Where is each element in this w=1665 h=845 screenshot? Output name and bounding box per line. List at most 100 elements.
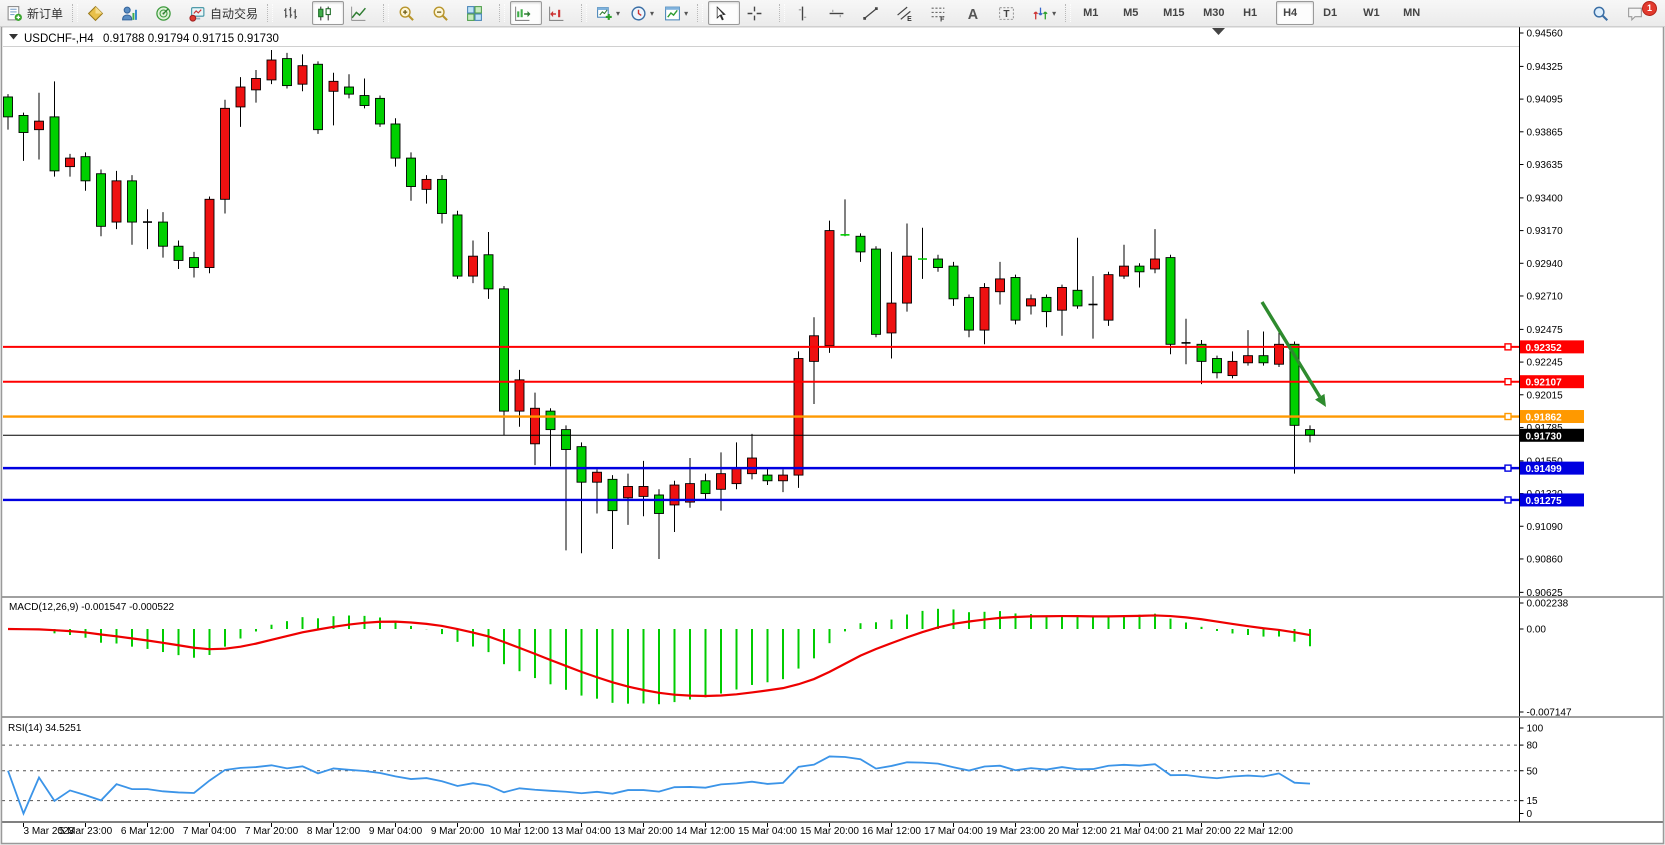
market-button[interactable] [83, 1, 115, 25]
new-chart-button[interactable]: ▾ [592, 1, 624, 25]
timeframe-m5[interactable]: M5 [1123, 7, 1139, 19]
timeframe-m30[interactable]: M30 [1203, 7, 1225, 19]
timeframe-mn[interactable]: MN [1403, 7, 1421, 19]
date-axis-label: 5 Mar 23:00 [59, 826, 113, 837]
cursor-button[interactable] [708, 1, 741, 25]
arrows-button[interactable]: ▾ [1028, 1, 1060, 25]
date-axis-label: 15 Mar 20:00 [800, 826, 859, 837]
gold-diamond-icon [87, 5, 104, 21]
price-tag: 0.92352 [1526, 343, 1563, 354]
toolbar-separator [779, 4, 786, 22]
text-label-button[interactable]: T [994, 1, 1026, 25]
new-order-button[interactable]: 新订单 [2, 1, 67, 25]
line-chart-button[interactable] [346, 1, 378, 25]
toolbar-separator [267, 4, 274, 22]
price-axis-label: 0.93400 [1527, 193, 1564, 204]
rsi-axis-label: 50 [1527, 766, 1539, 777]
new-order-form-icon [7, 5, 22, 21]
chart-shift-marker[interactable] [1212, 28, 1225, 35]
horizontal-line-button[interactable] [824, 1, 856, 25]
timeframe-m1[interactable]: M1 [1083, 7, 1099, 19]
template-icon [665, 6, 680, 20]
chart-symbol-title: USDCHF-,H4 [24, 33, 94, 45]
timeframe-d1[interactable]: D1 [1323, 7, 1338, 19]
text-label-icon: T [999, 6, 1015, 20]
date-axis-label: 8 Mar 12:00 [307, 826, 361, 837]
svg-text:A: A [968, 6, 978, 21]
templates-button[interactable]: ▾ [660, 1, 692, 25]
signals-button[interactable] [117, 1, 149, 25]
svg-text:F: F [940, 16, 944, 22]
dropdown-caret-icon[interactable]: ▾ [1052, 8, 1057, 18]
bars-chart-icon [284, 6, 297, 19]
toolbar-separator [581, 4, 588, 22]
date-axis-label: 13 Mar 20:00 [614, 826, 673, 837]
chart-ohlc-values: 0.91788 0.91794 0.91715 0.91730 [103, 33, 279, 45]
price-tag: 0.91499 [1526, 464, 1563, 475]
price-axis-label: 0.92710 [1527, 291, 1564, 302]
timeframe-h1[interactable]: H1 [1243, 7, 1258, 19]
crosshair-button[interactable] [742, 1, 774, 25]
periods-button[interactable]: ▾ [626, 1, 658, 25]
search-button[interactable] [1588, 1, 1620, 25]
price-tag: 0.91275 [1526, 496, 1563, 507]
signals-person-icon [122, 6, 137, 20]
date-axis-label: 9 Mar 04:00 [369, 826, 423, 837]
rsi-pane-series [7, 755, 1311, 816]
text-button[interactable]: A [960, 1, 992, 25]
fibonacci-button[interactable]: F [926, 1, 958, 25]
channel-button[interactable]: E [892, 1, 924, 25]
date-axis-label: 10 Mar 12:00 [490, 826, 549, 837]
text-icon: A [968, 6, 978, 21]
timeframe-m15[interactable]: M15 [1163, 7, 1185, 19]
macd-indicator-label: MACD(12,26,9) -0.001547 -0.000522 [9, 602, 175, 613]
zoom-in-button[interactable] [394, 1, 426, 25]
zoom-out-icon [433, 6, 448, 21]
price-axis-label: 0.93170 [1527, 226, 1564, 237]
price-axis-label: 0.90625 [1527, 588, 1564, 599]
horizontal-level-line[interactable]: 0.91499 [3, 461, 1584, 476]
macd-axis-label: 0.00 [1527, 625, 1547, 636]
trendline-button[interactable] [858, 1, 890, 25]
auto-trading-button[interactable]: 自动交易 [185, 1, 262, 25]
candle-chart-button[interactable] [312, 1, 345, 25]
auto-scroll-icon [515, 6, 531, 21]
date-axis-label: 20 Mar 12:00 [1048, 826, 1107, 837]
annotation-arrow[interactable] [1260, 301, 1326, 407]
chart-shift-button[interactable] [544, 1, 576, 25]
toolbar-separator [499, 4, 506, 22]
news-radar-button[interactable] [151, 1, 183, 25]
new-order-button-label: 新订单 [27, 6, 64, 21]
tile-windows-button[interactable] [462, 1, 494, 25]
date-axis-label: 14 Mar 12:00 [676, 826, 735, 837]
bar-chart-button[interactable] [278, 1, 310, 25]
date-axis-label: 21 Mar 04:00 [1110, 826, 1169, 837]
date-axis-label: 3 Mar 2023 [24, 826, 75, 837]
chat-bubble-icon [1628, 7, 1642, 21]
horizontal-level-line[interactable]: 0.92352 [3, 340, 1584, 354]
toolbar-separator [72, 4, 79, 22]
vertical-line-button[interactable] [790, 1, 822, 25]
timeframe-w1[interactable]: W1 [1363, 7, 1380, 19]
crosshair-icon [747, 6, 762, 20]
horizontal-level-line[interactable]: 0.91862 [3, 410, 1584, 424]
dropdown-caret-icon[interactable]: ▾ [650, 8, 655, 18]
current-price-line[interactable]: 0.91730 [3, 428, 1584, 443]
auto-scroll-button[interactable] [510, 1, 543, 25]
price-axis-label: 0.93865 [1527, 127, 1564, 138]
toolbar-separator [383, 4, 390, 22]
date-axis-label: 17 Mar 04:00 [924, 826, 983, 837]
price-axis-label: 0.91090 [1527, 522, 1564, 533]
zoom-out-button[interactable] [428, 1, 460, 25]
horizontal-level-line[interactable]: 0.91275 [3, 493, 1584, 507]
symbol-dropdown-icon[interactable] [9, 34, 18, 40]
timeframe-h4[interactable]: H4 [1276, 1, 1315, 25]
dropdown-caret-icon[interactable]: ▾ [684, 8, 689, 18]
price-tag: 0.91862 [1526, 413, 1563, 424]
new-chart-icon [597, 6, 612, 20]
date-axis-label: 21 Mar 20:00 [1172, 826, 1231, 837]
dropdown-caret-icon[interactable]: ▾ [616, 8, 621, 18]
chat-button[interactable]: 1 [1622, 1, 1657, 25]
horizontal-level-line[interactable]: 0.92107 [3, 375, 1584, 389]
